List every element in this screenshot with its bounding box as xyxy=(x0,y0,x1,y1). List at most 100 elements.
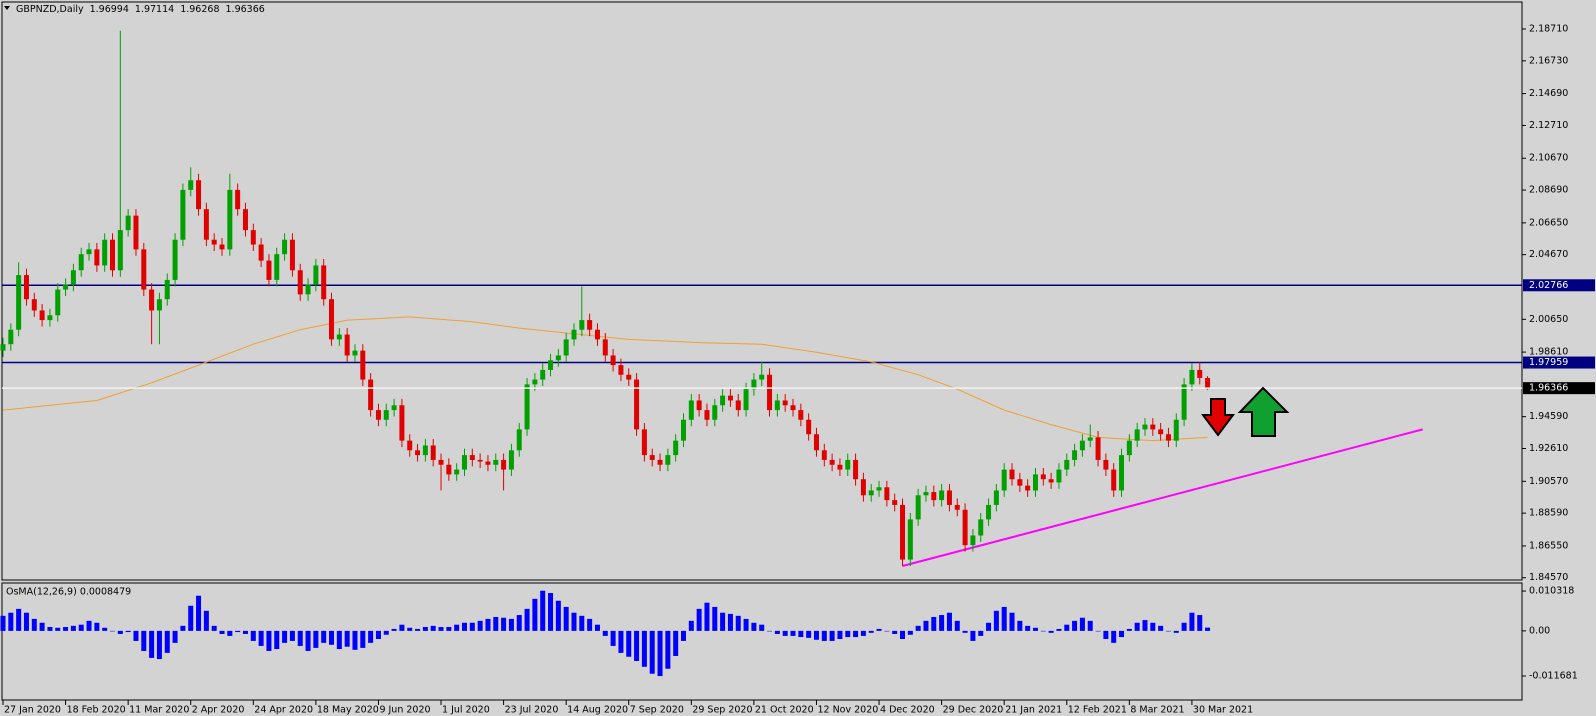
candle-body xyxy=(227,189,233,250)
candle-body xyxy=(1189,369,1195,385)
osma-bar xyxy=(673,630,679,656)
osma-bar xyxy=(954,620,960,631)
osma-bar xyxy=(8,612,14,631)
chart-header: GBPNZD,Daily 1.96994 1.97114 1.96268 1.96366 xyxy=(16,4,265,15)
candle-body xyxy=(266,260,272,280)
osma-bar xyxy=(1064,624,1070,631)
candle-body xyxy=(720,395,726,406)
candle-body xyxy=(477,459,483,462)
osma-bar xyxy=(117,630,123,634)
osma-bar xyxy=(1111,630,1117,643)
y-tick-label: 1.90570 xyxy=(1529,476,1568,487)
candle-body xyxy=(188,180,194,190)
osma-bar xyxy=(508,618,514,631)
candle-body xyxy=(110,239,116,271)
osma-bar xyxy=(962,630,968,633)
y-tick-label: 2.14690 xyxy=(1529,88,1568,99)
x-tick-label: 8 Mar 2021 xyxy=(1130,705,1184,716)
header-value: 1.96366 xyxy=(226,4,265,15)
candle-body xyxy=(461,455,467,470)
candle-body xyxy=(853,459,859,480)
candle-body xyxy=(1087,437,1093,441)
osma-bar xyxy=(156,630,162,660)
candle-body xyxy=(673,440,679,456)
osma-bar xyxy=(55,627,61,631)
osma-bar xyxy=(39,622,45,631)
candle-body xyxy=(125,215,131,231)
x-tick-label: 18 May 2020 xyxy=(317,705,379,716)
osma-bar xyxy=(329,630,335,645)
candle-body xyxy=(978,519,984,536)
osma-bar xyxy=(149,630,155,658)
candle-body xyxy=(931,492,937,501)
osma-bar xyxy=(548,593,554,631)
candle-body xyxy=(986,504,992,520)
candle-body xyxy=(1119,455,1125,491)
header-value: 1.96268 xyxy=(180,4,219,15)
osma-panel xyxy=(1,582,1523,701)
osma-bar xyxy=(712,606,718,631)
candle-body xyxy=(594,329,600,340)
y-tick-label: 1.84570 xyxy=(1529,572,1568,583)
x-tick-label: 21 Oct 2020 xyxy=(755,705,814,716)
candle-body xyxy=(759,374,765,380)
osma-bar xyxy=(219,630,225,634)
candle-body xyxy=(1064,459,1070,470)
candle-body xyxy=(1126,440,1132,456)
osma-bar xyxy=(203,610,209,631)
y-tick-label: 0.00 xyxy=(1529,625,1550,636)
candle-body xyxy=(516,429,522,451)
osma-bar xyxy=(923,620,929,631)
candle-body xyxy=(422,445,428,456)
osma-bar xyxy=(360,630,366,648)
candle-body xyxy=(368,379,374,411)
candle-body xyxy=(641,429,647,456)
last-price-label: 1.96366 xyxy=(1529,383,1568,394)
up-arrow xyxy=(1237,386,1290,437)
candle-body xyxy=(438,459,444,465)
x-tick-label: 29 Sep 2020 xyxy=(692,705,752,716)
candle-body xyxy=(250,230,256,245)
osma-bar xyxy=(282,630,288,643)
osma-bar xyxy=(1205,627,1211,631)
osma-bar xyxy=(1087,620,1093,631)
osma-bar xyxy=(274,630,280,650)
y-tick-label: 2.16730 xyxy=(1529,55,1568,66)
menu-triangle xyxy=(4,6,10,10)
osma-bar xyxy=(86,620,92,631)
candle-body xyxy=(47,315,53,321)
candle-body xyxy=(735,400,741,411)
candle-body xyxy=(610,355,616,366)
candle-body xyxy=(821,450,827,460)
osma-bar xyxy=(680,630,686,641)
candle-body xyxy=(1056,469,1062,483)
osma-bar xyxy=(289,630,295,641)
osma-bar xyxy=(422,627,428,631)
y-tick-label: 2.12710 xyxy=(1529,120,1568,131)
osma-bar xyxy=(837,630,843,639)
osma-bar xyxy=(610,630,616,646)
osma-bar xyxy=(125,630,131,633)
candle-body xyxy=(993,490,999,505)
candle-body xyxy=(344,334,350,356)
osma-bar xyxy=(634,630,640,661)
osma-bar xyxy=(774,630,780,634)
candle-body xyxy=(954,504,960,510)
header-value: 1.97114 xyxy=(135,4,174,15)
osma-bar xyxy=(735,615,741,631)
osma-bar xyxy=(759,624,765,631)
candle-body xyxy=(587,320,593,330)
candle-body xyxy=(70,270,76,285)
osma-bar xyxy=(626,630,632,657)
candle-body xyxy=(923,492,929,496)
main-panel xyxy=(1,1,1523,581)
osma-bar xyxy=(461,622,467,631)
candle-body xyxy=(727,395,733,401)
candle-body xyxy=(16,275,22,330)
candle-body xyxy=(133,215,139,250)
osma-bar xyxy=(211,625,217,631)
y-tick-label: 1.86550 xyxy=(1529,540,1568,551)
candle-body xyxy=(1111,469,1117,491)
x-tick-label: 30 Mar 2021 xyxy=(1193,705,1253,716)
